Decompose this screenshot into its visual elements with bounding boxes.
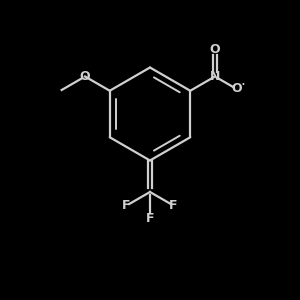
Text: N: N — [210, 70, 220, 83]
Text: O: O — [210, 43, 220, 56]
Text: F: F — [122, 199, 131, 212]
Text: F: F — [146, 212, 154, 225]
Text: ·: · — [240, 78, 245, 93]
Text: O: O — [231, 82, 242, 95]
Text: F: F — [169, 199, 178, 212]
Text: O: O — [80, 70, 90, 83]
